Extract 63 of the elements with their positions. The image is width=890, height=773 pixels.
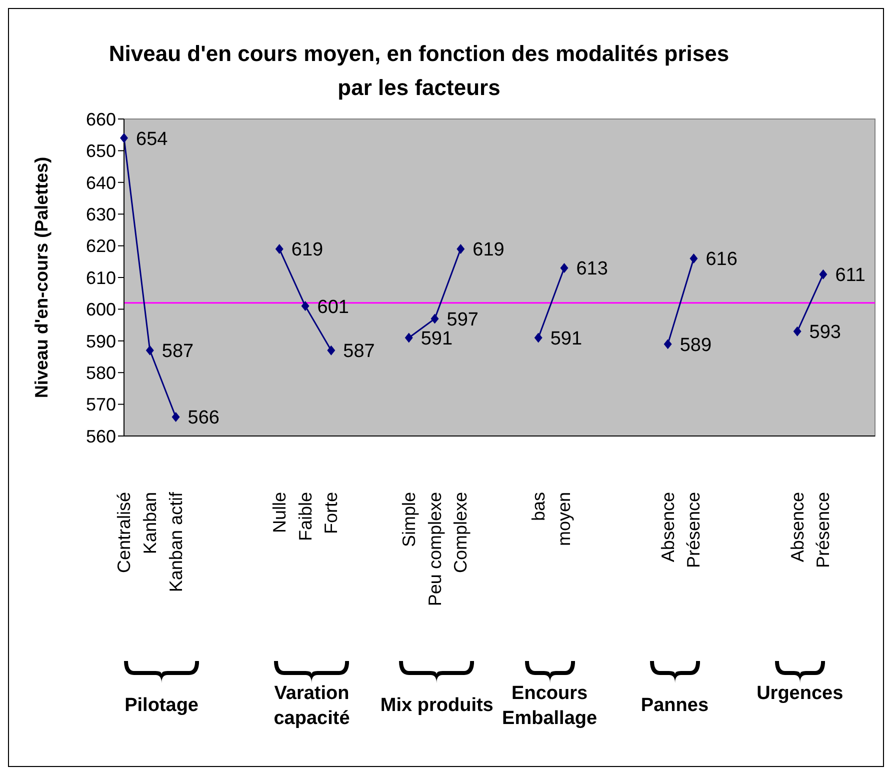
text: Encours Emballage (502, 683, 598, 729)
y-tick-label: 660 (86, 109, 116, 130)
y-tick-label: 590 (86, 331, 116, 352)
y-tick-label: 650 (86, 141, 116, 162)
text: Pannes (640, 694, 710, 718)
text: Mix produits (379, 694, 494, 718)
data-label: 611 (835, 265, 866, 286)
data-label: 587 (162, 341, 194, 362)
x-tick-label: moyen (554, 492, 574, 546)
x-tick-label: Peu complexe (424, 492, 445, 606)
text: Urgences (756, 682, 844, 706)
point (327, 345, 336, 356)
y-tick-label: 620 (86, 236, 116, 256)
y-tick-label: 630 (86, 204, 116, 224)
point (404, 332, 413, 343)
data-label: 616 (706, 249, 738, 270)
point (793, 326, 802, 336)
data-label: 613 (576, 258, 608, 280)
data-label: 619 (291, 240, 324, 261)
data-label: 593 (809, 322, 842, 344)
y-tick-label: 610 (86, 268, 116, 288)
data-label: 619 (472, 240, 504, 261)
x-tick-label: Absence (787, 492, 808, 562)
point (430, 314, 439, 324)
data-label: 591 (420, 328, 453, 350)
chart-title: Niveau d'en cours moyen, en fonction des modalités prises par les facteurs (108, 40, 730, 102)
point (275, 244, 284, 254)
data-label: 597 (446, 309, 478, 330)
point (172, 412, 180, 422)
point (560, 262, 568, 273)
y-axis-title: Niveau d'en-cours (Palettes) (31, 156, 52, 398)
x-tick-label: Absence (658, 492, 678, 562)
y-tick-label: 570 (86, 394, 116, 415)
y-tick-label: 560 (86, 426, 116, 446)
x-tick-label: Centralisé (114, 492, 134, 574)
x-tick-label: Présence (813, 492, 834, 568)
point (534, 332, 542, 343)
x-tick-label: Kanban (140, 492, 160, 554)
point (690, 253, 698, 264)
x-tick-label: Simple (398, 492, 419, 548)
text: Pilotage (124, 694, 200, 718)
point (301, 301, 310, 312)
data-label: 566 (188, 408, 220, 429)
data-label: 654 (136, 128, 168, 150)
x-tick-label: Présence (684, 492, 704, 568)
x-tick-label: Nulle (269, 492, 290, 534)
y-tick-label: 600 (86, 300, 116, 320)
x-tick-label: Forte (321, 492, 342, 534)
data-label: 591 (550, 328, 582, 350)
point (146, 345, 154, 356)
data-label: 589 (680, 334, 712, 356)
point (120, 133, 128, 144)
y-tick-label: 580 (86, 362, 116, 383)
point (664, 339, 672, 350)
x-tick-label: Complexe (450, 492, 471, 574)
y-tick-label: 640 (86, 172, 116, 193)
x-tick-label: Faible (295, 492, 316, 542)
data-label: 587 (343, 341, 375, 362)
x-tick-label: bas (528, 492, 548, 522)
x-tick-label: Kanban actif (166, 491, 186, 592)
point (456, 244, 465, 254)
text: Varation capacité (272, 682, 351, 731)
point (819, 269, 828, 280)
